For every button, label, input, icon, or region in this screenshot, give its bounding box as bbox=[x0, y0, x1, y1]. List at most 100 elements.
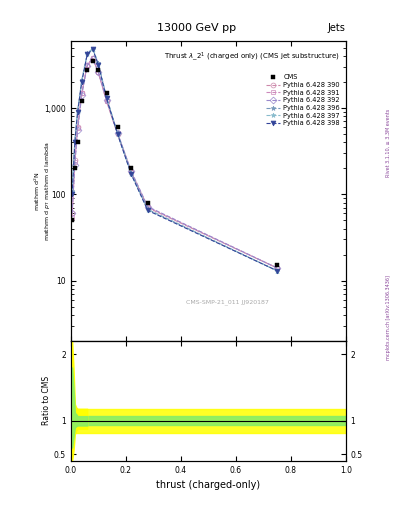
Line: Pythia 6.428 397: Pythia 6.428 397 bbox=[70, 47, 279, 273]
Pythia 6.428 392 bbox=[72, 162, 77, 168]
Pythia 6.428 391 bbox=[70, 214, 75, 220]
Pythia 6.428 391 bbox=[104, 98, 109, 104]
Pythia 6.428 397 bbox=[75, 109, 80, 115]
Pythia 6.428 391 bbox=[115, 130, 120, 136]
Pythia 6.428 398 bbox=[104, 95, 109, 101]
Pythia 6.428 390 bbox=[275, 265, 279, 271]
Pythia 6.428 396 bbox=[72, 138, 77, 144]
Pythia 6.428 396 bbox=[75, 108, 80, 114]
Pythia 6.428 390 bbox=[115, 131, 120, 137]
CMS bbox=[145, 200, 150, 206]
Pythia 6.428 390 bbox=[72, 157, 77, 163]
Pythia 6.428 398 bbox=[96, 61, 101, 68]
Pythia 6.428 397 bbox=[96, 61, 101, 67]
Y-axis label: Ratio to CMS: Ratio to CMS bbox=[42, 376, 51, 425]
Pythia 6.428 391 bbox=[275, 265, 279, 271]
CMS bbox=[79, 98, 84, 104]
Line: Pythia 6.428 391: Pythia 6.428 391 bbox=[70, 56, 279, 270]
Pythia 6.428 396 bbox=[96, 60, 101, 67]
Pythia 6.428 392 bbox=[129, 168, 134, 175]
Line: Pythia 6.428 396: Pythia 6.428 396 bbox=[70, 46, 279, 273]
Pythia 6.428 397 bbox=[90, 46, 95, 52]
CMS bbox=[90, 58, 95, 64]
Pythia 6.428 396 bbox=[90, 46, 95, 52]
Pythia 6.428 390 bbox=[79, 90, 84, 96]
Text: mcplots.cern.ch [arXiv:1306.3436]: mcplots.cern.ch [arXiv:1306.3436] bbox=[386, 275, 391, 360]
Pythia 6.428 397 bbox=[104, 94, 109, 100]
Pythia 6.428 396 bbox=[70, 188, 75, 194]
Text: CMS-SMP-21_011 JJ920187: CMS-SMP-21_011 JJ920187 bbox=[186, 299, 269, 305]
Pythia 6.428 396 bbox=[115, 130, 120, 136]
Pythia 6.428 391 bbox=[85, 62, 90, 68]
Legend: CMS, Pythia 6.428 390, Pythia 6.428 391, Pythia 6.428 392, Pythia 6.428 396, Pyt: CMS, Pythia 6.428 390, Pythia 6.428 391,… bbox=[266, 74, 340, 126]
Pythia 6.428 391 bbox=[75, 125, 80, 131]
CMS bbox=[75, 139, 80, 145]
Pythia 6.428 398 bbox=[72, 139, 77, 145]
Pythia 6.428 398 bbox=[275, 268, 279, 274]
Pythia 6.428 396 bbox=[275, 268, 279, 274]
CMS bbox=[275, 262, 279, 268]
CMS bbox=[85, 67, 90, 73]
Pythia 6.428 392 bbox=[75, 127, 80, 134]
Pythia 6.428 390 bbox=[104, 98, 109, 104]
Y-axis label: mathrm d$^2$N
mathrm d $p_\mathrm{T}$ mathrm d lambda: mathrm d$^2$N mathrm d $p_\mathrm{T}$ ma… bbox=[33, 141, 53, 241]
Pythia 6.428 397 bbox=[275, 268, 279, 274]
Line: Pythia 6.428 390: Pythia 6.428 390 bbox=[70, 56, 279, 270]
Pythia 6.428 392 bbox=[115, 130, 120, 136]
Pythia 6.428 391 bbox=[129, 169, 134, 175]
Pythia 6.428 392 bbox=[70, 210, 75, 217]
Pythia 6.428 396 bbox=[79, 77, 84, 83]
Pythia 6.428 390 bbox=[129, 169, 134, 176]
Pythia 6.428 390 bbox=[145, 205, 150, 211]
Text: 13000 GeV pp: 13000 GeV pp bbox=[157, 23, 236, 33]
Text: Rivet 3.1.10, ≥ 3.3M events: Rivet 3.1.10, ≥ 3.3M events bbox=[386, 109, 391, 178]
CMS bbox=[96, 67, 101, 73]
CMS bbox=[115, 124, 120, 130]
Line: Pythia 6.428 392: Pythia 6.428 392 bbox=[70, 57, 279, 270]
Pythia 6.428 392 bbox=[145, 204, 150, 210]
Pythia 6.428 398 bbox=[79, 79, 84, 85]
Pythia 6.428 390 bbox=[70, 210, 75, 217]
Pythia 6.428 391 bbox=[96, 69, 101, 75]
X-axis label: thrust (charged-only): thrust (charged-only) bbox=[156, 480, 260, 490]
Pythia 6.428 390 bbox=[90, 55, 95, 61]
Pythia 6.428 392 bbox=[275, 265, 279, 271]
Pythia 6.428 391 bbox=[145, 204, 150, 210]
Pythia 6.428 398 bbox=[145, 207, 150, 214]
Pythia 6.428 397 bbox=[115, 131, 120, 137]
Pythia 6.428 396 bbox=[145, 206, 150, 212]
Text: Jets: Jets bbox=[328, 23, 346, 33]
Pythia 6.428 392 bbox=[90, 56, 95, 62]
Pythia 6.428 397 bbox=[79, 78, 84, 84]
Pythia 6.428 392 bbox=[85, 62, 90, 69]
Pythia 6.428 392 bbox=[104, 97, 109, 103]
Pythia 6.428 396 bbox=[104, 94, 109, 100]
Pythia 6.428 397 bbox=[85, 51, 90, 57]
Pythia 6.428 398 bbox=[75, 109, 80, 115]
Text: Thrust $\lambda$_2$^1$ (charged only) (CMS jet substructure): Thrust $\lambda$_2$^1$ (charged only) (C… bbox=[164, 50, 340, 63]
Pythia 6.428 398 bbox=[85, 51, 90, 57]
Pythia 6.428 398 bbox=[129, 172, 134, 178]
Pythia 6.428 392 bbox=[79, 92, 84, 98]
Pythia 6.428 396 bbox=[129, 170, 134, 177]
Line: Pythia 6.428 398: Pythia 6.428 398 bbox=[70, 47, 279, 273]
Pythia 6.428 391 bbox=[79, 90, 84, 96]
Pythia 6.428 396 bbox=[85, 50, 90, 56]
Pythia 6.428 398 bbox=[90, 46, 95, 52]
Pythia 6.428 390 bbox=[75, 124, 80, 130]
Pythia 6.428 390 bbox=[85, 61, 90, 68]
Pythia 6.428 397 bbox=[70, 189, 75, 196]
CMS bbox=[70, 217, 75, 223]
Pythia 6.428 398 bbox=[70, 191, 75, 198]
Pythia 6.428 398 bbox=[115, 131, 120, 137]
CMS bbox=[129, 165, 134, 172]
CMS bbox=[72, 165, 77, 172]
Pythia 6.428 397 bbox=[145, 207, 150, 213]
Pythia 6.428 391 bbox=[72, 158, 77, 164]
Pythia 6.428 392 bbox=[96, 69, 101, 75]
CMS bbox=[104, 90, 109, 96]
Pythia 6.428 390 bbox=[96, 69, 101, 75]
Pythia 6.428 397 bbox=[72, 138, 77, 144]
Pythia 6.428 391 bbox=[90, 55, 95, 61]
Pythia 6.428 397 bbox=[129, 171, 134, 177]
